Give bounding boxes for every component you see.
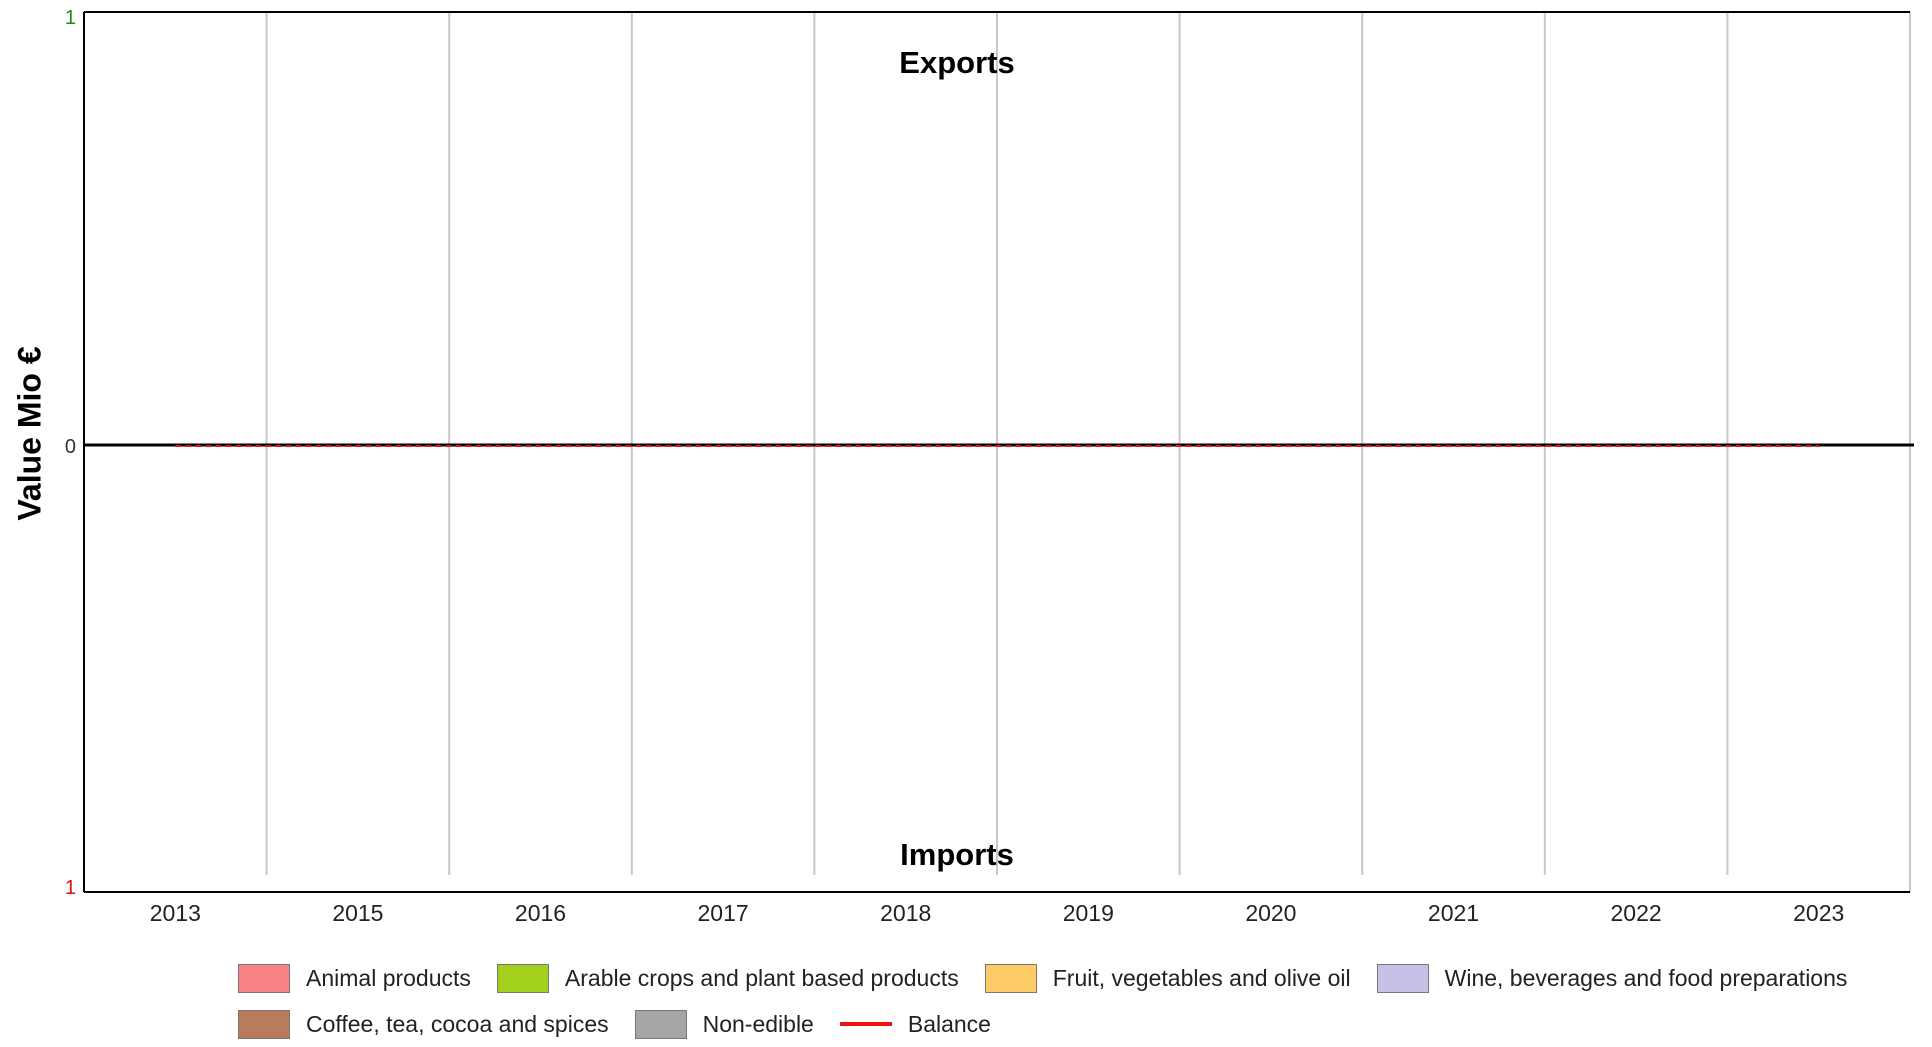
y-axis-title: Value Mio € [11, 346, 48, 521]
legend-row-1: Animal products Arable crops and plant b… [238, 955, 1928, 1001]
legend-row-2: Coffee, tea, cocoa and spices Non-edible… [238, 1001, 1928, 1047]
exports-label: Exports [899, 45, 1014, 80]
x-tick-labels: 2013 2015 2016 2017 2018 2019 2020 2021 2022 2023 [150, 900, 1845, 926]
y-tick-label: 1 [65, 877, 76, 899]
y-tick-label: 1 [65, 7, 76, 29]
legend-label-balance: Balance [907, 1010, 991, 1037]
x-tick-label: 2013 [150, 900, 201, 926]
legend-label-arable-crops: Arable crops and plant based products [564, 964, 959, 991]
legend-label-wine-beverages: Wine, beverages and food preparations [1444, 964, 1848, 991]
legend-item-non-edible[interactable]: Non-edible [634, 1009, 814, 1039]
x-tick-label: 2023 [1793, 900, 1844, 926]
legend-item-balance[interactable]: Balance [839, 1010, 991, 1038]
legend: Animal products Arable crops and plant b… [238, 955, 1928, 1047]
legend-swatch-coffee-tea [238, 1009, 290, 1039]
x-tick-label: 2021 [1428, 900, 1479, 926]
legend-label-animal-products: Animal products [306, 964, 471, 991]
legend-item-fruit-vegetables[interactable]: Fruit, vegetables and olive oil [984, 963, 1351, 993]
legend-swatch-wine-beverages [1376, 963, 1429, 993]
imports-label: Imports [900, 837, 1014, 872]
vertical-gridlines [265, 12, 1911, 892]
legend-swatch-arable-crops [496, 963, 549, 993]
legend-swatch-animal-products [238, 963, 290, 993]
legend-swatch-balance [839, 1022, 892, 1026]
legend-label-coffee-tea: Coffee, tea, cocoa and spices [306, 1010, 609, 1037]
y-tick-label: 0 [65, 436, 76, 458]
x-tick-label: 2016 [515, 900, 566, 926]
x-tick-label: 2019 [1063, 900, 1114, 926]
legend-item-wine-beverages[interactable]: Wine, beverages and food preparations [1376, 963, 1848, 993]
x-tick-label: 2022 [1611, 900, 1662, 926]
legend-label-non-edible: Non-edible [702, 1010, 814, 1037]
y-tick-labels: 1 0 1 [65, 7, 76, 899]
x-tick-label: 2018 [880, 900, 931, 926]
legend-item-coffee-tea[interactable]: Coffee, tea, cocoa and spices [238, 1009, 609, 1039]
legend-item-animal-products[interactable]: Animal products [238, 963, 471, 993]
legend-item-arable-crops[interactable]: Arable crops and plant based products [496, 963, 959, 993]
legend-swatch-fruit-vegetables [984, 963, 1037, 993]
legend-label-fruit-vegetables: Fruit, vegetables and olive oil [1052, 964, 1351, 991]
x-tick-label: 2017 [698, 900, 749, 926]
x-tick-label: 2020 [1245, 900, 1296, 926]
legend-swatch-non-edible [634, 1009, 687, 1039]
x-tick-label: 2015 [332, 900, 383, 926]
